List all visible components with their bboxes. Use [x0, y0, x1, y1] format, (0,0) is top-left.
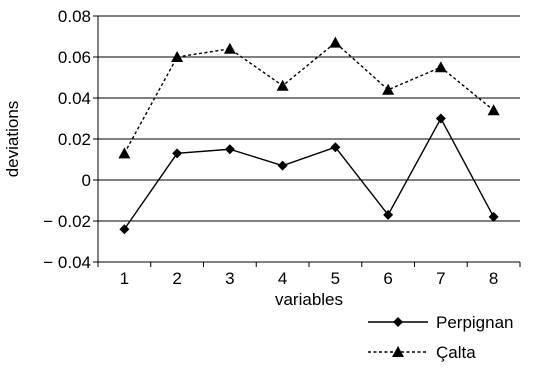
x-tick-label: 1	[120, 269, 129, 288]
x-tick-label: 2	[172, 269, 181, 288]
grid-layer	[98, 15, 520, 263]
x-tick-label: 7	[436, 269, 445, 288]
x-axis-title: variables	[275, 290, 343, 309]
y-tick-label: 0	[82, 171, 91, 190]
data-point	[330, 142, 341, 153]
y-axis-title: deviations	[3, 101, 22, 178]
series-1	[119, 113, 499, 235]
data-point	[118, 147, 131, 159]
legend-label: Perpignan	[436, 313, 514, 332]
data-point	[382, 83, 395, 95]
series-2	[118, 36, 500, 159]
series-line	[123, 41, 495, 154]
legend-layer: Perpignan Çalta	[368, 313, 514, 362]
data-point	[171, 51, 184, 62]
data-point	[435, 113, 446, 124]
series-line	[123, 117, 495, 230]
x-tick-label: 5	[331, 269, 340, 288]
data-point	[383, 209, 394, 220]
legend-marker	[393, 317, 403, 327]
data-point	[488, 211, 499, 222]
series-layer	[118, 36, 500, 235]
y-tick-label: 0.06	[58, 48, 91, 67]
axis-layer	[93, 15, 521, 267]
data-point	[487, 104, 500, 116]
x-tick-label: 3	[225, 269, 234, 288]
x-tick-label: 8	[489, 269, 498, 288]
data-point	[223, 42, 236, 54]
data-point	[329, 36, 342, 48]
x-tick-label: 4	[278, 269, 287, 288]
y-tick-label: − 0.02	[43, 212, 91, 231]
legend-label: Çalta	[436, 343, 476, 362]
y-tick-label: 0.02	[58, 130, 91, 149]
legend-item: Çalta	[368, 343, 476, 362]
data-point	[434, 61, 447, 73]
y-tick-label: 0.04	[58, 89, 91, 108]
legend-item: Perpignan	[368, 313, 514, 332]
label-layer: 0.08 0.06 0.04 0.02 0 − 0.02 − 0.04 1 2 3 4 5 6 7 8 var…	[3, 7, 498, 309]
data-point	[276, 79, 289, 91]
data-point	[277, 160, 288, 171]
x-tick-label: 6	[383, 269, 392, 288]
data-point	[119, 224, 130, 235]
legend-marker	[392, 346, 404, 357]
data-point	[224, 144, 235, 155]
data-point	[172, 148, 183, 159]
y-tick-label: − 0.04	[43, 253, 91, 272]
y-tick-label: 0.08	[58, 7, 91, 26]
